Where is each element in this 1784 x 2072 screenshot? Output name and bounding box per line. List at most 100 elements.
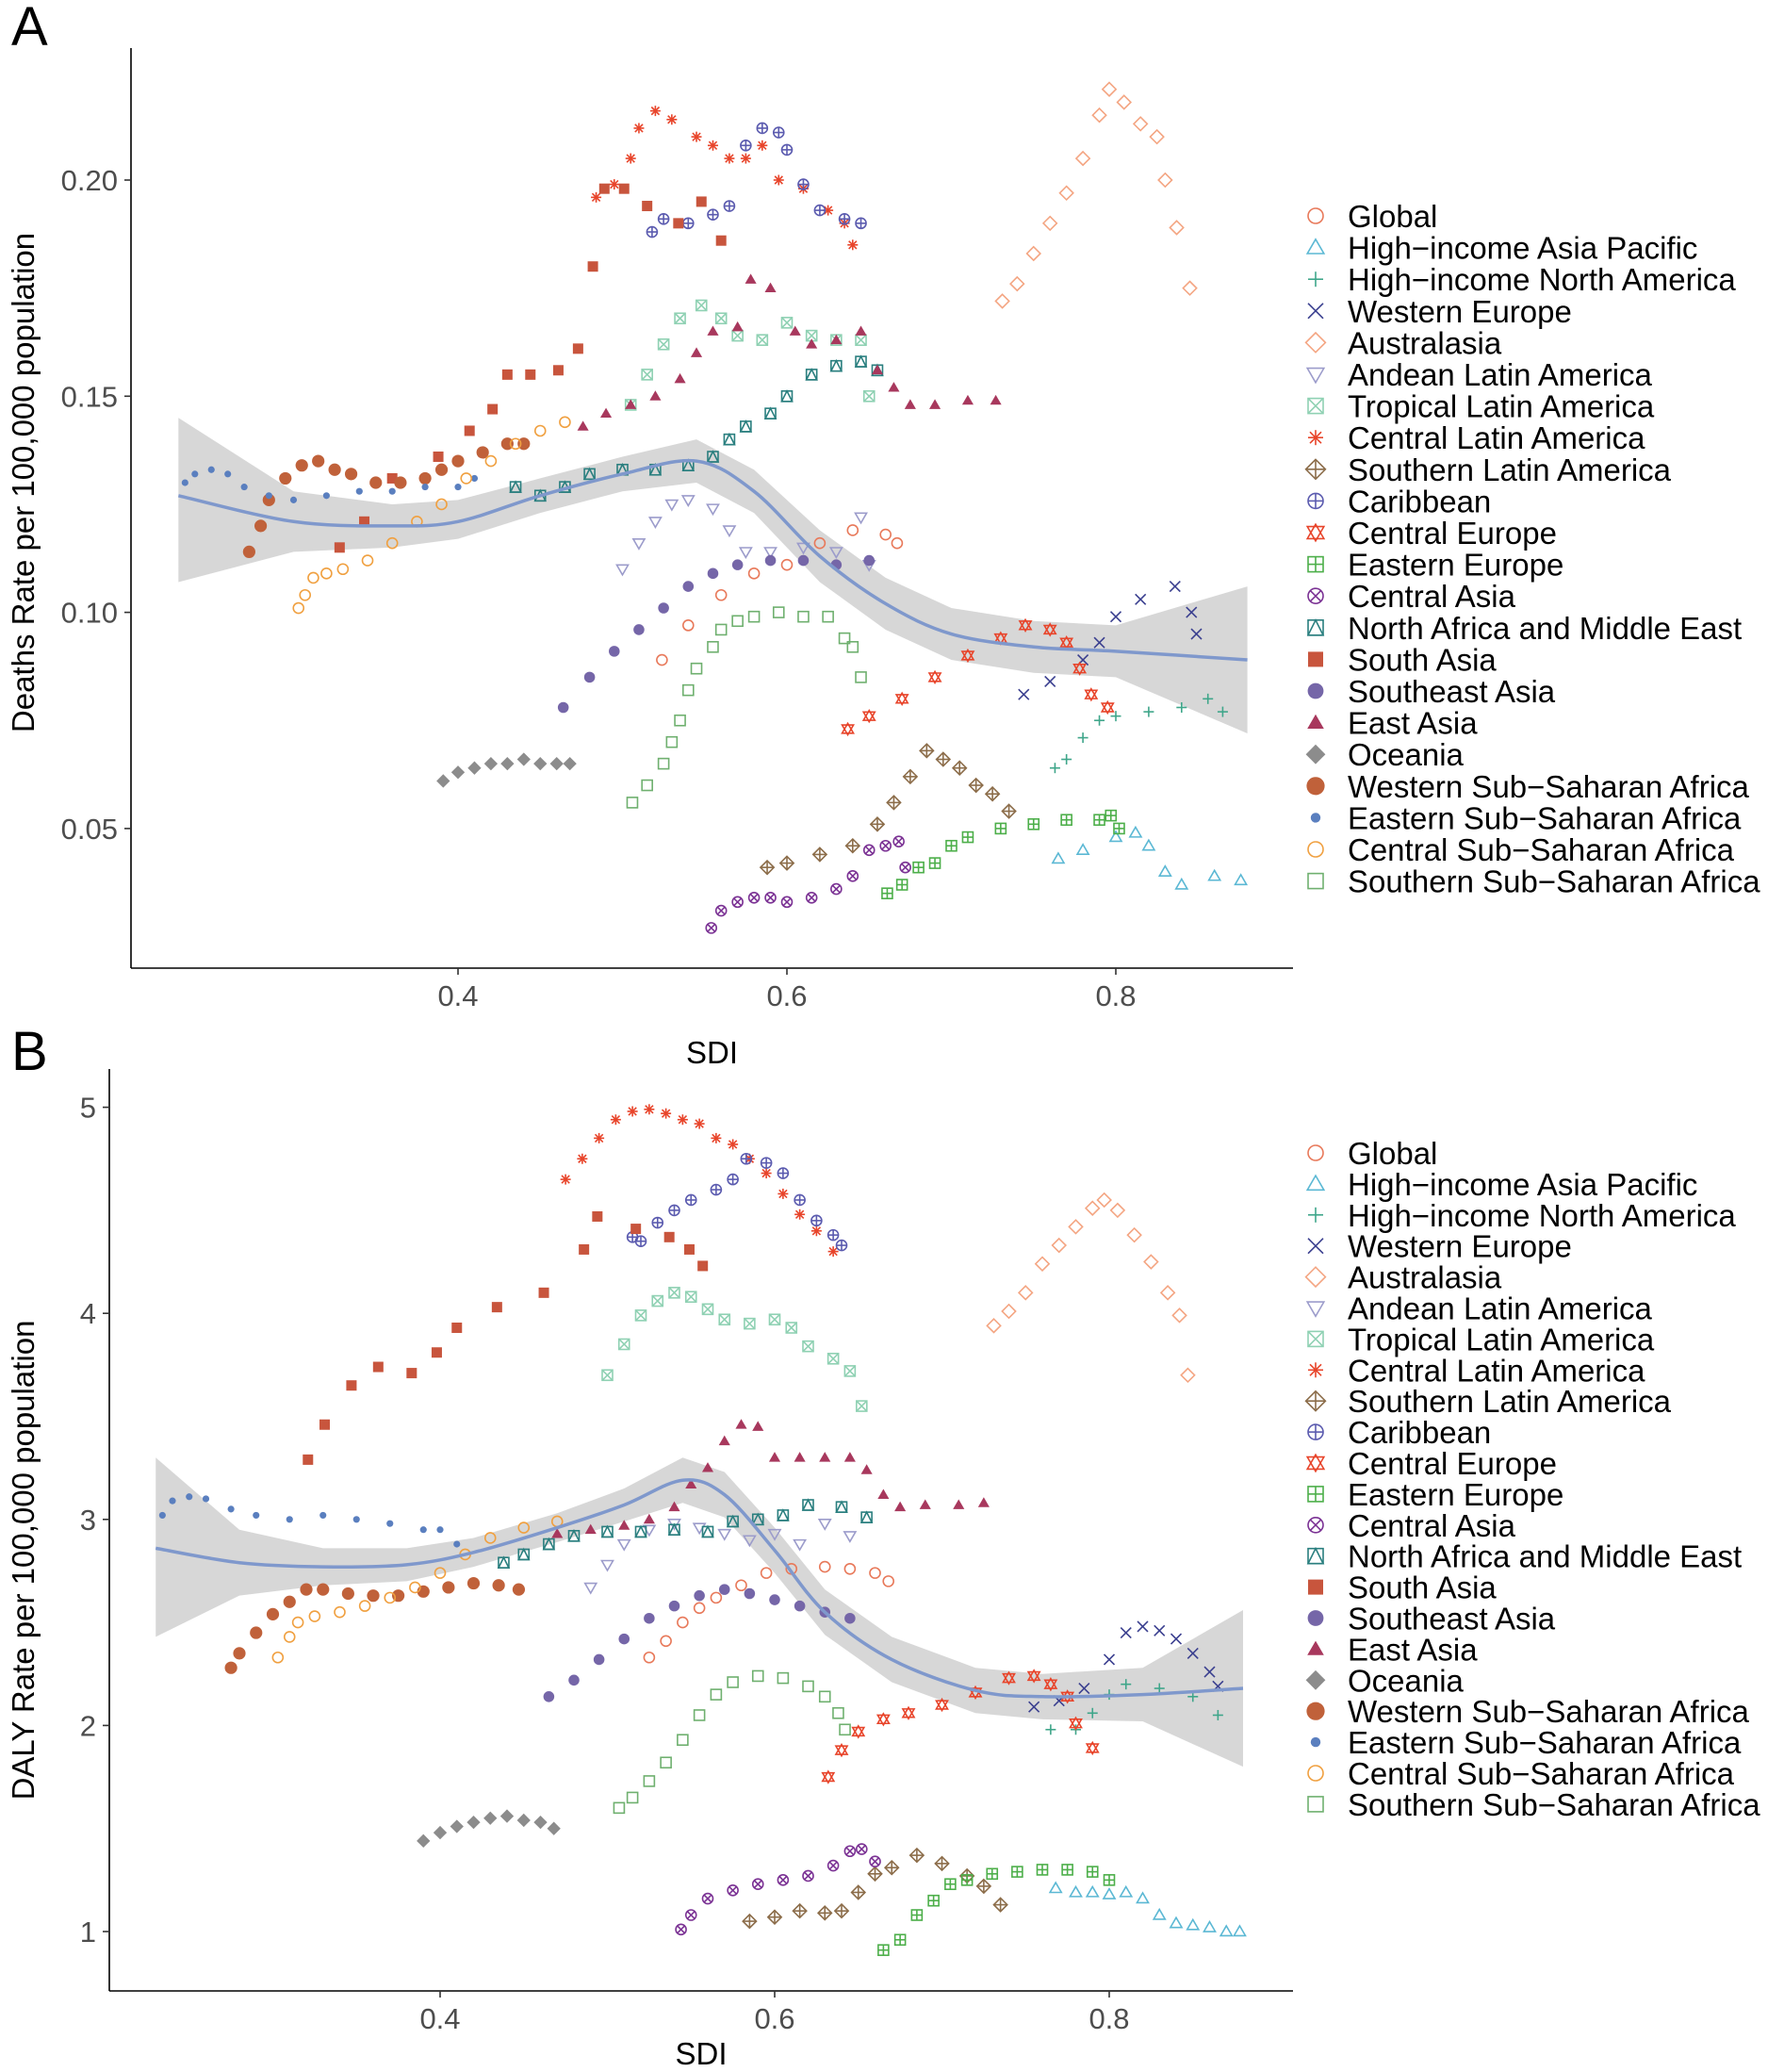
series-21: [613, 1669, 851, 1815]
legend-label: Andean Latin America: [1348, 1291, 1653, 1326]
data-point: [579, 1243, 590, 1255]
data-point: [610, 1114, 621, 1126]
legend-item: Tropical Latin America: [1307, 1322, 1655, 1357]
data-point: [862, 389, 876, 403]
data-point: [1086, 1866, 1099, 1878]
data-point: [227, 1505, 235, 1513]
data-point: [618, 1633, 630, 1645]
data-point: [844, 837, 861, 854]
data-point: [869, 816, 886, 832]
data-point: [794, 1452, 806, 1462]
data-point: [625, 399, 637, 409]
data-point: [560, 1174, 571, 1185]
data-point: [693, 1602, 706, 1615]
series-9: [646, 122, 867, 238]
legend-symbol: [1307, 1640, 1324, 1655]
data-point: [747, 610, 761, 623]
data-point: [796, 542, 810, 555]
data-point: [643, 1651, 656, 1664]
data-point: [902, 768, 919, 785]
data-point: [830, 334, 843, 345]
legend-label: Oceania: [1348, 737, 1465, 772]
data-point: [683, 1243, 695, 1255]
data-point: [780, 896, 794, 909]
data-point: [731, 615, 744, 628]
legend-label: Central Europe: [1348, 1446, 1557, 1481]
data-point: [308, 1610, 321, 1622]
data-point: [711, 1132, 722, 1143]
data-point: [250, 1626, 263, 1639]
data-point: [1186, 606, 1198, 618]
legend-item: Eastern Sub−Saharan Africa: [1310, 800, 1742, 835]
data-point: [855, 671, 867, 683]
data-point: [986, 1867, 999, 1881]
data-point: [990, 394, 1002, 405]
legend-item: Central Europe: [1305, 516, 1557, 551]
data-point: [1061, 754, 1072, 765]
data-point: [1176, 701, 1187, 713]
legend-label: Western Sub−Saharan Africa: [1348, 769, 1750, 804]
data-point: [1121, 1679, 1132, 1690]
data-point: [525, 369, 536, 380]
data-point: [785, 1322, 798, 1334]
series-17: [436, 752, 577, 788]
data-point: [1105, 809, 1118, 822]
legend-label: Eastern Sub−Saharan Africa: [1348, 800, 1742, 835]
data-point: [767, 1528, 782, 1541]
legend-item: Central Asia: [1307, 579, 1516, 614]
data-point: [312, 454, 325, 468]
legend-symbol: [1308, 430, 1323, 446]
data-point: [961, 830, 974, 844]
data-point: [780, 558, 794, 571]
data-point: [768, 1452, 781, 1462]
data-point: [745, 273, 757, 284]
data-point: [1132, 116, 1149, 132]
data-point: [450, 765, 466, 780]
data-point: [388, 487, 396, 495]
data-point: [1009, 275, 1025, 292]
data-point: [1149, 128, 1165, 145]
data-point: [466, 1815, 481, 1830]
data-point: [747, 891, 761, 904]
data-point: [772, 126, 785, 139]
data-point: [336, 563, 350, 576]
data-point: [656, 653, 668, 666]
legend-label: High−income Asia Pacific: [1348, 231, 1697, 266]
data-point: [951, 760, 968, 776]
data-point: [657, 757, 670, 770]
legend-symbol: [1307, 492, 1324, 510]
data-point: [690, 347, 703, 357]
data-point: [1187, 1647, 1199, 1659]
data-point: [1042, 622, 1057, 637]
data-point: [910, 1909, 924, 1921]
panel-a: A 0.4 0.6 0.8 0.05 0.10 0.15 0.20 SDI Deaths Rate…: [6, 0, 1760, 1070]
legend-item: Western Europe: [1307, 1229, 1572, 1264]
data-point: [1207, 868, 1222, 881]
data-point: [617, 1338, 630, 1351]
data-point: [886, 795, 902, 811]
data-point: [894, 691, 909, 706]
data-point: [436, 1526, 444, 1534]
data-point: [851, 1724, 866, 1739]
data-point: [707, 567, 719, 580]
data-point: [961, 394, 974, 405]
data-point: [651, 1294, 664, 1307]
data-point: [633, 123, 645, 134]
legend-symbol: [1306, 777, 1325, 796]
data-point: [801, 1498, 815, 1511]
data-point: [634, 1235, 647, 1247]
data-point: [756, 122, 769, 135]
data-point: [594, 1132, 605, 1143]
data-point: [883, 1859, 900, 1876]
data-point: [841, 721, 856, 737]
data-point: [584, 1523, 597, 1535]
data-point: [186, 1493, 193, 1501]
data-point: [660, 1756, 672, 1769]
data-point: [677, 1734, 689, 1747]
data-point: [893, 1933, 907, 1947]
legend-label: Central Latin America: [1348, 1353, 1645, 1388]
series-3: [1028, 1620, 1224, 1713]
data-point: [1072, 661, 1088, 676]
data-point: [912, 861, 925, 874]
legend-symbol: [1307, 1765, 1324, 1782]
